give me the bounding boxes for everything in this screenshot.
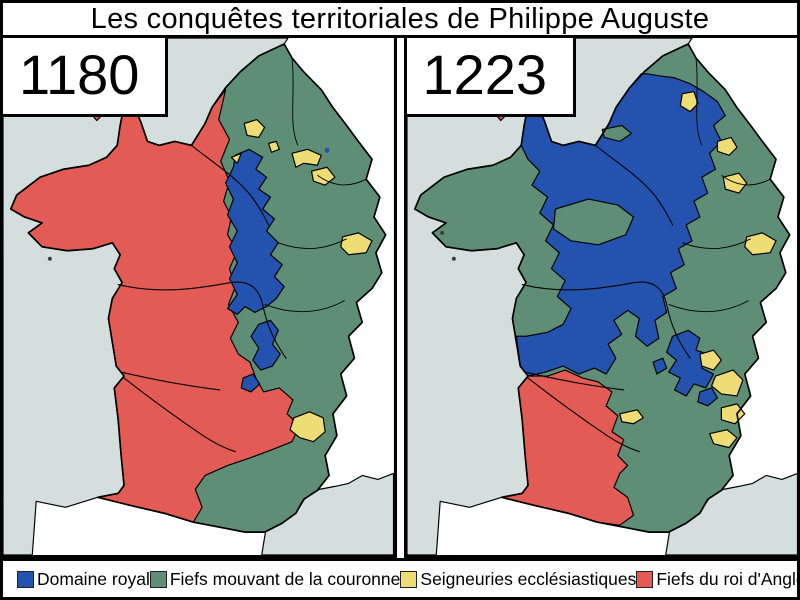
- legend-label: Fiefs du roi d'Angleterre: [656, 568, 800, 589]
- map-1180: [3, 38, 394, 555]
- region-1223-seigneurie-ecclesiastique: [710, 369, 743, 397]
- year-label-1223: 1223: [406, 38, 577, 118]
- legend: Domaine royal Fiefs mouvant de la couron…: [0, 558, 800, 600]
- royal-domain-swatch-icon: [17, 570, 34, 588]
- map-panel-1180: 1180: [0, 38, 397, 558]
- legend-label: Domaine royal: [37, 568, 150, 589]
- region-1180-seigneurie-ecclesiastique: [289, 411, 326, 443]
- region-1180-domaine-royal: [240, 373, 261, 393]
- region-1223-seigneurie-ecclesiastique: [743, 232, 777, 256]
- region-1223-seigneurie-ecclesiastique: [618, 409, 644, 425]
- region-1223-domaine-royal: [651, 357, 667, 375]
- crown-fiefs-swatch-icon: [149, 570, 167, 588]
- legend-item-seigneuries-ecclesiastiques: Seigneuries ecclésiastiques: [400, 569, 636, 590]
- map-1223-regions: [500, 73, 777, 526]
- region-1180-seigneurie-ecclesiastique: [243, 118, 266, 139]
- english-fiefs-swatch-icon: [636, 570, 654, 588]
- region-1223-seigneurie-ecclesiastique: [720, 403, 745, 425]
- legend-item-fiefs-roi-angleterre: Fiefs du roi d'Angleterre: [636, 569, 800, 590]
- region-1180-domaine-royal: [224, 148, 285, 315]
- region-1180-seigneurie-ecclesiastique: [340, 232, 373, 256]
- region-1180-domaine-royal: [324, 147, 330, 153]
- region-1223-seigneurie-ecclesiastique: [722, 172, 747, 194]
- region-1180-seigneurie-ecclesiastique: [310, 166, 336, 186]
- map-1223: [406, 38, 797, 555]
- region-1180-seigneurie-ecclesiastique: [291, 148, 322, 168]
- region-1223-domaine-royal: [696, 387, 718, 407]
- legend-label: Fiefs mouvant de la couronne: [169, 568, 401, 589]
- legend-item-fiefs-couronne: Fiefs mouvant de la couronne: [149, 568, 401, 590]
- region-1223-fief-couronne-enclave: [601, 124, 632, 142]
- region-1223-seigneurie-ecclesiastique: [679, 91, 699, 113]
- legend-item-domaine-royal: Domaine royal: [17, 569, 150, 590]
- page-title: Les conquêtes territoriales de Philippe …: [0, 0, 800, 38]
- region-1180-seigneurie-ecclesiastique: [267, 140, 280, 153]
- region-1223-seigneurie-ecclesiastique: [698, 349, 722, 371]
- region-1223-domaine-royal: [665, 329, 714, 397]
- region-1180-domaine-royal: [250, 319, 281, 371]
- maps-row: 1180: [0, 38, 800, 558]
- region-1223-seigneurie-ecclesiastique: [708, 429, 738, 449]
- region-1180-seigneurie-ecclesiastique: [230, 152, 242, 164]
- map-1180-regions: [10, 89, 373, 523]
- year-label-1180: 1180: [3, 38, 169, 118]
- map-panel-1223: 1223: [403, 38, 800, 558]
- region-1223-seigneurie-ecclesiastique: [716, 136, 738, 156]
- church-lordships-swatch-icon: [400, 570, 418, 588]
- legend-label: Seigneuries ecclésiastiques: [420, 568, 637, 589]
- region-1223-fief-couronne-enclave: [552, 198, 634, 246]
